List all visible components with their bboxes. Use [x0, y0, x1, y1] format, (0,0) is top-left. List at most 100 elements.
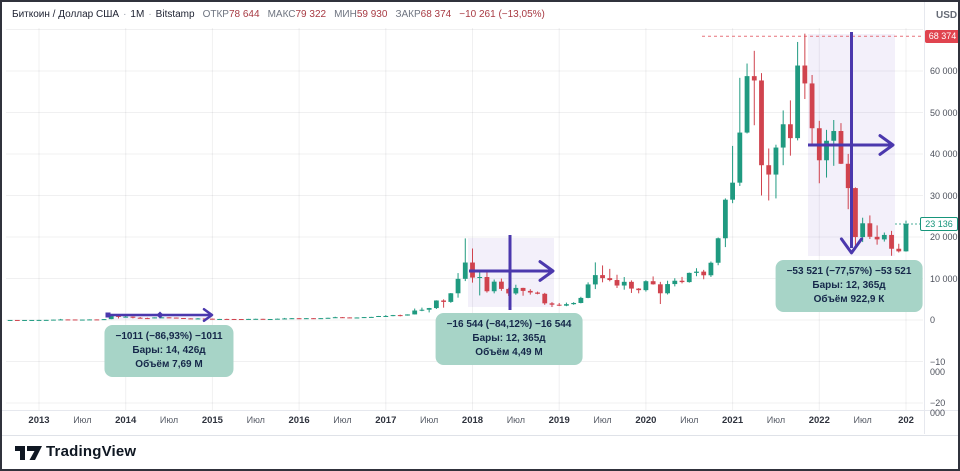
candle-body	[585, 284, 591, 298]
time-axis-year-label: 202	[898, 415, 914, 426]
candle-body	[94, 319, 100, 321]
candle-body	[867, 223, 873, 237]
candle-body	[159, 317, 165, 319]
measure-tooltip-line: −53 521 (−77,57%) −53 521	[786, 266, 912, 277]
candle-body	[246, 318, 251, 320]
symbol-title[interactable]: Биткоин / Доллар США	[12, 9, 120, 20]
time-axis-year-label: 2022	[808, 415, 830, 426]
candle-body	[845, 163, 851, 189]
candle-body	[376, 316, 381, 318]
ohlc-label: ОТКР	[202, 9, 229, 20]
ohlc-value: 79 322	[295, 9, 327, 20]
price-tick-label: −20 000	[930, 398, 946, 418]
ohlc-value: 68 374	[420, 9, 452, 20]
candle-body	[527, 290, 533, 293]
candle-body	[58, 319, 64, 321]
change-value: −10 261 (−13,05%)	[459, 9, 545, 20]
candle-body	[43, 319, 49, 321]
candle-body	[860, 223, 866, 238]
separator-dot: ·	[123, 9, 127, 20]
candle-body	[889, 234, 894, 249]
candle-body	[144, 318, 150, 320]
candle-body	[238, 319, 244, 321]
time-axis-month-label: Июл	[766, 415, 786, 425]
candle-body	[564, 304, 569, 306]
price-tick-label: 10 000	[930, 273, 958, 284]
measure-tooltip-line: Бары: 12, 365д	[812, 280, 886, 291]
measure-mid-marker[interactable]	[156, 311, 164, 319]
current-price-badge: 23 136	[920, 216, 958, 231]
candle-body	[477, 277, 483, 279]
candle-body	[14, 319, 20, 321]
candle-body	[224, 318, 230, 320]
ohlc-value: 78 644	[228, 9, 260, 20]
candle-body	[441, 300, 446, 302]
candle-body	[491, 281, 497, 292]
candle-body	[600, 275, 605, 279]
candle-body	[795, 65, 801, 139]
measure-tooltip: −16 544 (−84,12%) −16 544 Бары: 12, 365д О…	[435, 313, 583, 365]
candle-body	[181, 318, 186, 320]
candle-body	[614, 280, 620, 286]
candle-body	[108, 315, 114, 320]
candle-body	[253, 318, 259, 320]
candle-body	[72, 319, 78, 321]
time-axis-year-label: 2016	[288, 415, 310, 426]
candle-body	[578, 297, 584, 303]
time-axis-separator[interactable]	[2, 410, 958, 411]
currency-axis-label[interactable]: USD	[936, 10, 958, 21]
candle-body	[173, 317, 179, 319]
candle-body	[311, 318, 316, 320]
measure-tool[interactable]	[808, 32, 895, 255]
candles-layer[interactable]	[7, 33, 909, 321]
candle-body	[79, 319, 85, 321]
price-tick-label: 30 000	[930, 190, 958, 201]
candle-body	[390, 315, 396, 317]
measure-tooltip-line: Объём 7,69 М	[135, 359, 203, 370]
ohlc-label: ЗАКР	[395, 9, 421, 20]
gridlines	[6, 28, 923, 410]
price-tick-label: 60 000	[930, 66, 958, 76]
candle-body	[665, 284, 670, 294]
time-axis-month-label: Июл	[506, 415, 525, 425]
tradingview-logo-text[interactable]: TradingView	[46, 443, 137, 460]
candle-body	[629, 281, 634, 289]
ohlc-label: МАКС	[267, 9, 296, 20]
tradingview-logo-icon[interactable]	[15, 443, 43, 463]
candle-body	[657, 284, 663, 294]
measure-tool[interactable]	[469, 235, 555, 310]
candle-body	[751, 76, 757, 81]
candle-body	[462, 262, 468, 279]
candle-body	[621, 281, 627, 286]
candle-body	[332, 317, 338, 319]
candle-body	[802, 65, 808, 84]
watermark-bar: TradingView	[2, 435, 958, 469]
candle-body	[340, 317, 345, 319]
time-axis-month-label: Июл	[593, 415, 612, 425]
candle-body	[556, 304, 562, 306]
chart-legend[interactable]: Биткоин / Доллар США · 1M · Bitstamp ОТКР78 6…	[12, 9, 545, 20]
interval-label[interactable]: 1M	[130, 9, 145, 20]
ohlc-value: 59 930	[356, 9, 388, 20]
candle-body	[672, 280, 678, 285]
candle-body	[166, 317, 172, 319]
candle-body	[36, 319, 42, 321]
candle-body	[318, 318, 324, 320]
measure-start-marker[interactable]	[105, 312, 111, 318]
time-axis-year-label: 2021	[722, 415, 744, 426]
exchange-label: Bitstamp	[155, 9, 195, 20]
candle-body	[607, 278, 613, 281]
candle-body	[137, 317, 143, 319]
candle-body	[361, 317, 367, 319]
measure-tool[interactable]	[105, 307, 214, 323]
candle-body	[759, 80, 764, 166]
candle-body	[722, 199, 728, 239]
candle-body	[51, 319, 56, 321]
last-close-price-badge: 68 374	[925, 29, 958, 43]
candlestick-plot[interactable]	[2, 2, 958, 434]
candle-body	[542, 293, 548, 304]
time-axis-year-label: 2017	[375, 415, 397, 426]
candle-body	[896, 248, 902, 252]
time-axis-month-label: Июл	[420, 415, 439, 425]
candle-body	[188, 318, 194, 320]
